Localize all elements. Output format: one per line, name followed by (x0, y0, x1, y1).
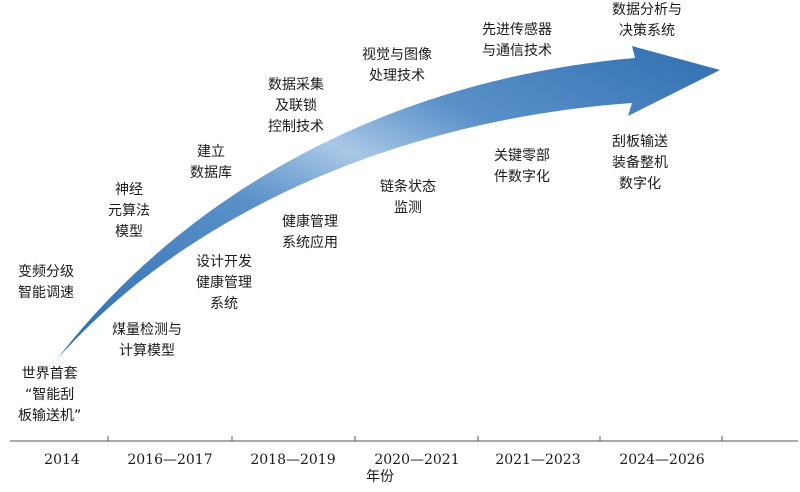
axis-title: 年份 (366, 469, 394, 485)
milestone-below-3: 设计开发健康管理系统 (196, 252, 252, 315)
growth-arrow (58, 46, 720, 358)
milestone-above-2: 神经 元算法 模型 (108, 180, 150, 243)
timeline-tick-marks (107, 436, 723, 441)
axis-tick-label: 2018—2019 (250, 452, 336, 468)
milestone-below-6: 关键零部 件数字化 (494, 146, 550, 188)
milestone-above-line: 决策系统 (619, 23, 675, 39)
milestone-below-line: 系统应用 (282, 235, 338, 251)
milestone-below-line: 系统 (210, 296, 238, 312)
axis-tick-label: 2016—2017 (127, 452, 213, 468)
milestone-below-2: 煤量检测与 计算模型 (112, 320, 182, 362)
milestone-below-line: 计算模型 (119, 343, 175, 359)
milestone-below-line: “智能刮 (25, 387, 75, 403)
milestone-above-line: 处理技术 (369, 68, 425, 84)
milestone-below-line: 世界首套 (21, 366, 78, 382)
milestone-above-line: 元算法 (108, 203, 150, 219)
milestone-below-7: 刮板输送装备整机数字化 (612, 132, 668, 195)
milestone-above-line: 模型 (115, 224, 143, 240)
milestone-below-line: 链条状态 (380, 179, 436, 195)
milestone-below-line: 装备整机 (612, 155, 668, 171)
milestone-above-line: 神经 (115, 182, 143, 198)
milestone-above-line: 控制技术 (268, 119, 324, 135)
milestone-above-line: 智能调速 (18, 285, 74, 301)
milestone-below-line: 设计开发 (196, 254, 252, 270)
milestone-above-line: 数据库 (190, 165, 232, 181)
milestone-below-line: 健康管理 (282, 214, 338, 230)
milestone-below-line: 数字化 (619, 176, 661, 192)
milestone-above-line: 变频分级 (18, 264, 74, 280)
milestone-above-line: 建立 (197, 144, 225, 160)
milestone-above-line: 及联锁 (275, 98, 317, 114)
axis-tick-label: 2024—2026 (619, 452, 705, 468)
milestone-below-line: 关键零部 (494, 148, 550, 164)
milestone-above-line: 与通信技术 (482, 43, 552, 59)
milestone-above-1: 变频分级 智能调速 (18, 262, 74, 304)
milestone-above-line: 数据采集 (268, 77, 324, 93)
milestone-below-4: 健康管理 系统应用 (282, 212, 338, 254)
milestone-above-4: 数据采集及联锁控制技术 (268, 75, 324, 138)
milestone-above-5: 视觉与图像 处理技术 (362, 45, 432, 87)
milestone-below-line: 刮板输送 (612, 134, 668, 150)
axis-tick-label: 2020—2021 (374, 452, 460, 468)
milestone-above-line: 视觉与图像 (362, 47, 432, 63)
milestone-above-line: 先进传感器 (482, 22, 552, 38)
milestone-below-line: 健康管理 (196, 275, 252, 291)
milestone-below-line: 煤量检测与 (112, 322, 182, 338)
milestone-below-line: 板输送机” (18, 408, 82, 424)
milestone-below-5: 链条状态 监测 (380, 177, 436, 219)
milestone-below-line: 件数字化 (494, 169, 550, 185)
milestone-above-6: 先进传感器与通信技术 (482, 20, 552, 62)
milestone-below-1: 世界首套 “智能刮板输送机” (18, 364, 81, 427)
axis-tick-label: 2021—2023 (495, 452, 581, 468)
axis-tick-label: 2014 (44, 452, 80, 468)
milestone-below-line: 监测 (394, 200, 422, 216)
milestone-above-7: 数据分析与 决策系统 (612, 0, 682, 42)
milestone-above-3: 建立 数据库 (190, 142, 232, 184)
milestone-above-line: 数据分析与 (612, 2, 682, 18)
